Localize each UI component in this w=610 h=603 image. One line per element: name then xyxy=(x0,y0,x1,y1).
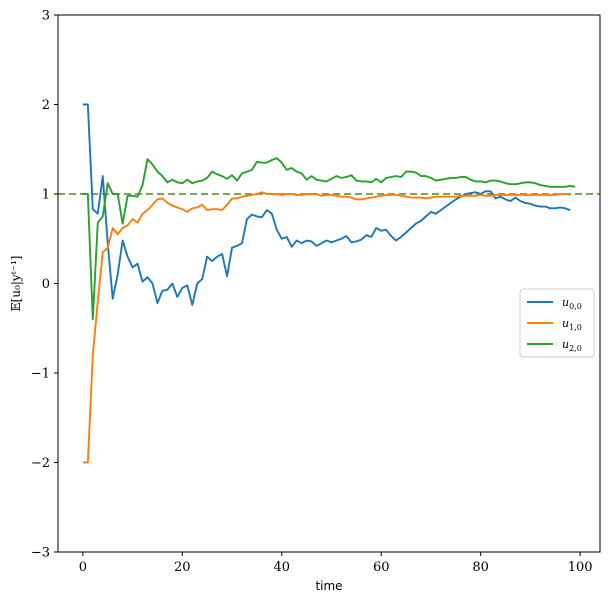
x-tick-label: 20 xyxy=(174,560,191,575)
x-tick-label: 0 xyxy=(79,560,87,575)
x-tick-label: 100 xyxy=(568,560,593,575)
y-tick-label: 1 xyxy=(42,188,50,203)
series-line-2 xyxy=(82,157,576,321)
y-tick-label: −1 xyxy=(31,367,50,382)
y-tick-label: −3 xyxy=(31,546,50,561)
legend-label-2: u2,0 xyxy=(562,338,582,353)
legend: u0,0 u1,0 u2,0 xyxy=(519,288,595,358)
legend-label-1: u1,0 xyxy=(562,317,582,332)
x-tick-label: 40 xyxy=(273,560,290,575)
y-tick-label: 3 xyxy=(42,9,50,24)
y-axis-ticks: −3 −2 −1 0 1 2 3 xyxy=(31,9,58,561)
series-layer xyxy=(82,103,576,464)
x-axis-label: time xyxy=(315,579,342,593)
y-tick-label: −2 xyxy=(31,456,50,471)
legend-label-0: u0,0 xyxy=(562,296,582,311)
y-axis-label: 𝔼[u₀|yᵗ⁻¹] xyxy=(9,256,23,312)
x-axis-ticks: 0 20 40 60 80 100 xyxy=(79,552,593,575)
y-tick-label: 2 xyxy=(42,98,50,113)
x-tick-label: 60 xyxy=(373,560,390,575)
x-tick-label: 80 xyxy=(472,560,489,575)
series-line-0 xyxy=(82,103,571,306)
series-line-1 xyxy=(82,191,571,464)
legend-box xyxy=(519,288,595,358)
plot-area-frame xyxy=(57,14,601,553)
y-tick-label: 0 xyxy=(42,277,50,292)
